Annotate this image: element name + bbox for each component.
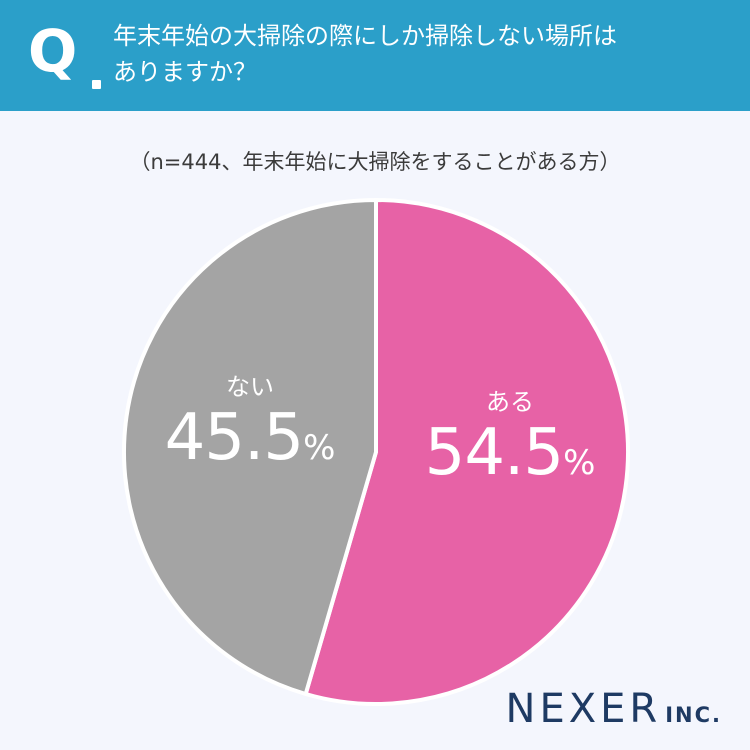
brand-suffix: INC. (665, 703, 722, 727)
question-header: Q 年末年始の大掃除の際にしか掃除しない場所は ありますか？ (0, 0, 750, 111)
slice-value-number-aru: 54.5 (424, 416, 564, 490)
q-dot (92, 80, 101, 89)
slice-value-aru: 54.5% (400, 417, 620, 499)
slice-label-nai: ない 45.5% (140, 367, 360, 484)
slice-name-aru: ある (486, 388, 534, 416)
slice-label-aru: ある 54.5% (400, 382, 620, 499)
nexer-logo: NEXER INC. (506, 686, 722, 732)
question-line-2: ありますか？ (113, 58, 257, 86)
slice-name-nai: ない (226, 373, 274, 401)
pie-slice-1 (122, 198, 378, 696)
question-line-1: 年末年始の大掃除の際にしか掃除しない場所は (113, 22, 617, 50)
pie-slice-0 (303, 198, 630, 706)
q-mark: Q (28, 17, 78, 85)
question-text: 年末年始の大掃除の際にしか掃除しない場所は ありますか？ (113, 18, 733, 90)
slice-value-unit-nai: % (303, 428, 336, 468)
brand-name: NEXER (505, 686, 662, 732)
slice-value-nai: 45.5% (140, 402, 360, 484)
slice-value-number-nai: 45.5 (164, 401, 304, 475)
sample-subtitle: （n=444、年末年始に大掃除をすることがある方） (129, 150, 621, 174)
slice-value-unit-aru: % (563, 443, 596, 483)
